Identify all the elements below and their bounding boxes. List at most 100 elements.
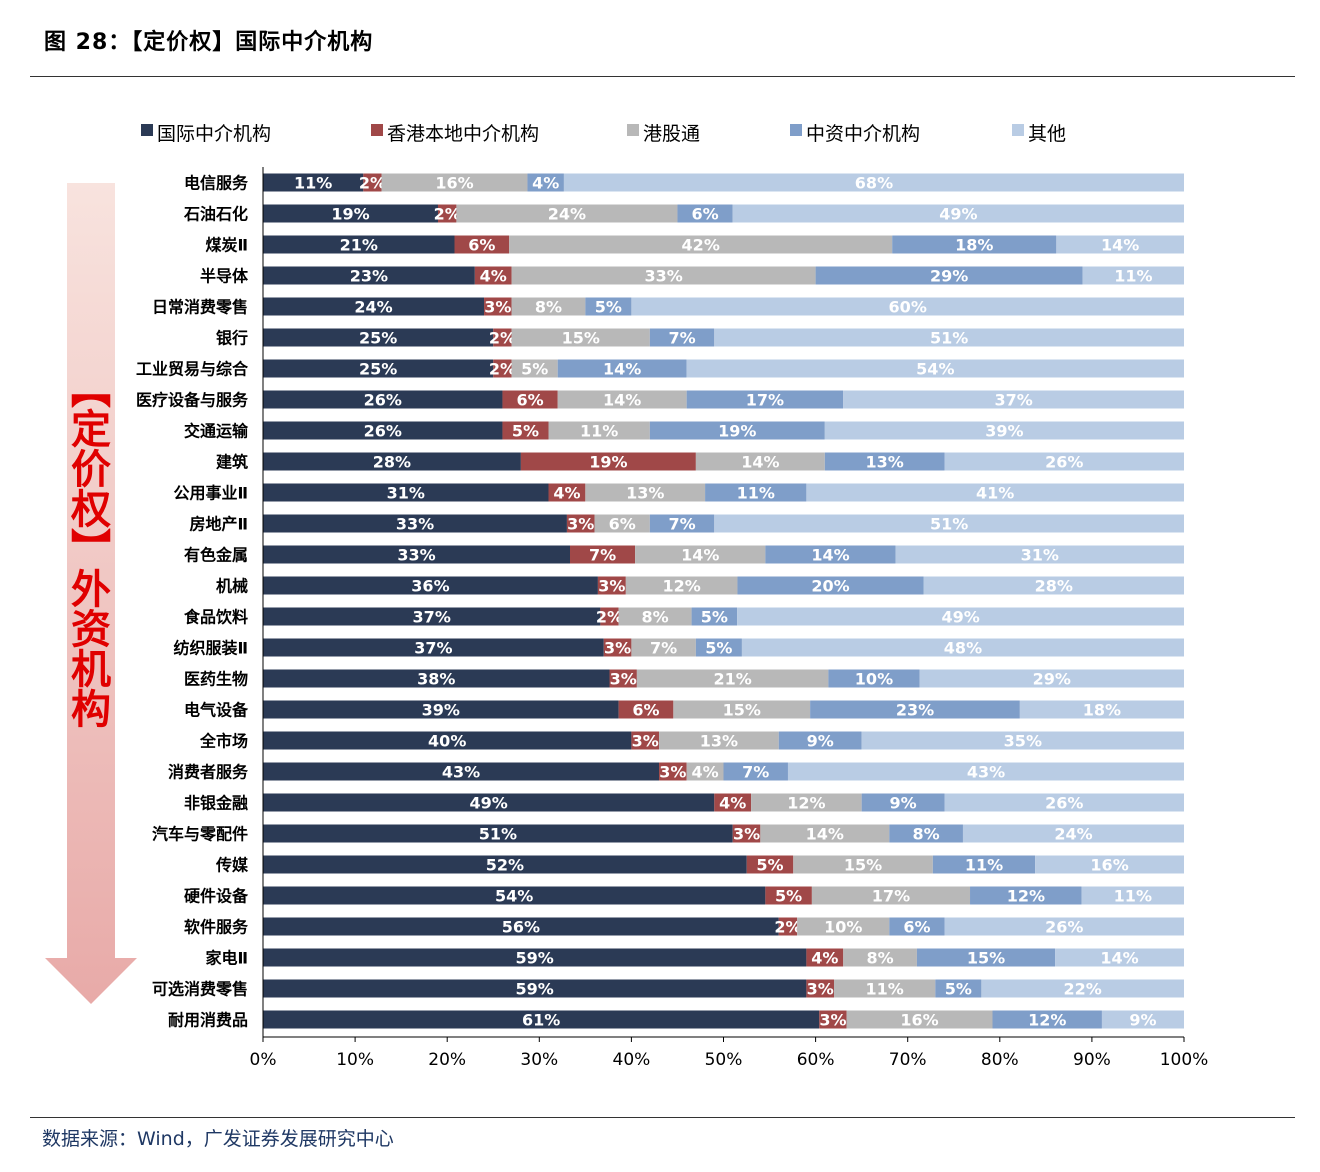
- bar-segment: [618, 700, 674, 719]
- bar-segment: [935, 979, 982, 998]
- bar-segment: [263, 266, 475, 285]
- bar-segment: [691, 607, 738, 626]
- bar-segment: [484, 297, 512, 316]
- data-label: 7%: [668, 329, 695, 348]
- bar-segment: [263, 297, 485, 316]
- bar-segment: [1082, 266, 1184, 285]
- data-label: 3%: [610, 670, 637, 689]
- bar-segment: [737, 607, 1184, 626]
- bar-segment: [600, 607, 619, 626]
- bar-segment: [381, 173, 528, 192]
- data-label: 33%: [644, 267, 682, 286]
- bar-segment: [263, 824, 733, 843]
- data-label: 36%: [411, 577, 449, 596]
- bar-segment: [437, 204, 457, 223]
- bar-segment: [511, 359, 558, 378]
- data-label: 25%: [359, 329, 397, 348]
- x-tick-label: 10%: [336, 1050, 374, 1070]
- legend-label: 国际中介机构: [157, 123, 271, 145]
- bar-segment: [263, 545, 570, 564]
- category-label: 消费者服务: [168, 763, 249, 782]
- bar-segment: [861, 731, 1184, 750]
- data-label: 6%: [691, 205, 718, 224]
- data-label: 51%: [930, 329, 968, 348]
- data-label: 12%: [787, 794, 825, 813]
- category-label: 纺织服装Ⅱ: [173, 639, 248, 658]
- data-label: 13%: [700, 732, 738, 751]
- bar-segment: [263, 638, 604, 657]
- data-label: 37%: [414, 639, 452, 658]
- bar-segment: [363, 173, 382, 192]
- bar-segment: [263, 762, 660, 781]
- category-label: 家电Ⅱ: [205, 949, 248, 968]
- data-label: 14%: [811, 546, 849, 565]
- data-label: 15%: [723, 701, 761, 720]
- bar-segment: [806, 948, 844, 967]
- data-label: 11%: [294, 174, 332, 193]
- data-label: 4%: [691, 763, 718, 782]
- legend-swatch: [371, 124, 383, 136]
- category-label: 日常消费零售: [152, 298, 248, 317]
- data-label: 56%: [502, 918, 540, 937]
- category-label: 公用事业Ⅱ: [173, 484, 248, 503]
- data-label: 23%: [896, 701, 934, 720]
- bar-segment: [778, 731, 862, 750]
- figure-title: 图 28：【定价权】国际中介机构: [44, 30, 374, 55]
- data-label: 9%: [807, 732, 834, 751]
- bar-segment: [548, 483, 586, 502]
- data-label: 2%: [489, 360, 516, 379]
- bar-segment: [962, 824, 1184, 843]
- bar-segment: [636, 669, 829, 688]
- bar-segment: [263, 731, 632, 750]
- x-tick-label: 30%: [520, 1050, 558, 1070]
- data-label: 2%: [489, 329, 516, 348]
- category-label: 软件服务: [184, 918, 249, 937]
- bar-segment: [456, 204, 678, 223]
- bar-segment: [787, 762, 1184, 781]
- data-label: 14%: [741, 453, 779, 472]
- data-label: 54%: [916, 360, 954, 379]
- bar-segment: [815, 266, 1083, 285]
- data-label: 38%: [417, 670, 455, 689]
- data-label: 6%: [609, 515, 636, 534]
- data-label: 8%: [642, 608, 669, 627]
- category-label: 机械: [216, 577, 248, 596]
- data-label: 52%: [486, 856, 524, 875]
- data-label: 31%: [387, 484, 425, 503]
- bar-segment: [520, 452, 696, 471]
- data-label: 42%: [682, 236, 720, 255]
- bar-segment: [861, 793, 945, 812]
- bar-segment: [263, 979, 807, 998]
- bar-segment: [1056, 235, 1184, 254]
- bar-segment: [723, 762, 788, 781]
- data-label: 33%: [396, 515, 434, 534]
- side-label: 【定价权】外资机构: [64, 368, 112, 728]
- category-label: 食品饮料: [183, 608, 248, 627]
- bar-segment: [932, 855, 1036, 874]
- bar-segment: [527, 173, 564, 192]
- data-label: 49%: [469, 794, 507, 813]
- data-label: 29%: [930, 267, 968, 286]
- bar-segment: [714, 514, 1184, 533]
- source-note: 数据来源：Wind，广发证券发展研究中心: [42, 1128, 394, 1150]
- x-tick-label: 100%: [1160, 1050, 1209, 1070]
- bar-segment: [695, 452, 825, 471]
- bottom-rule: [30, 1117, 1295, 1118]
- bar-segment: [765, 886, 812, 905]
- legend-label: 港股通: [643, 123, 700, 145]
- bar-segment: [263, 452, 521, 471]
- data-label: 5%: [595, 298, 622, 317]
- legend-label: 中资中介机构: [806, 123, 920, 145]
- x-axis: 0% 10% 20% 30% 40% 50% 60% 70% 80% 90% 100%: [250, 167, 1209, 1070]
- category-label: 医药生物: [184, 670, 248, 689]
- legend-swatch: [627, 124, 639, 136]
- bar-segment: [923, 576, 1184, 595]
- bar-segment: [631, 638, 696, 657]
- bar-segment: [493, 359, 512, 378]
- data-label: 14%: [806, 825, 844, 844]
- data-label: 18%: [955, 236, 993, 255]
- data-label: 17%: [872, 887, 910, 906]
- data-label: 21%: [340, 236, 378, 255]
- bar-segment: [263, 793, 715, 812]
- data-label: 13%: [626, 484, 664, 503]
